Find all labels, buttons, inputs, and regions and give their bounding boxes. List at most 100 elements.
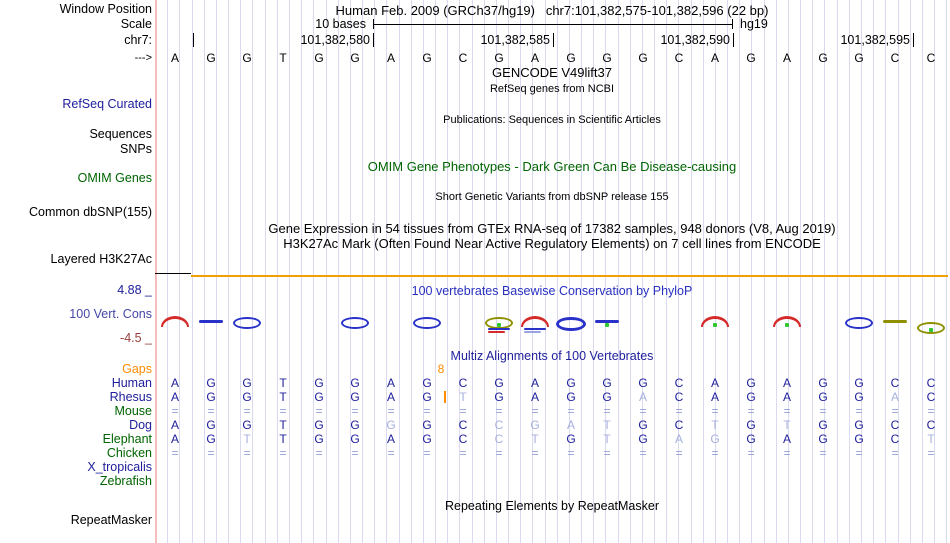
alignment-base: = (351, 404, 359, 418)
alignment-base: = (819, 446, 827, 460)
base-letter: G (242, 51, 252, 65)
grid-line (775, 0, 777, 543)
alignment-base: = (567, 404, 575, 418)
ruler-coordinate: 101,382,585 (480, 33, 550, 47)
alignment-base: G (422, 390, 432, 404)
track-label-sequences[interactable]: Sequences (89, 127, 152, 141)
position-title: Human Feb. 2009 (GRCh37/hg19) chr7:101,3… (335, 3, 769, 18)
grid-line (568, 0, 570, 543)
alignment-base: A (674, 432, 684, 446)
alignment-base: = (171, 446, 179, 460)
base-letter: T (279, 51, 287, 65)
alignment-base: G (206, 418, 216, 432)
alignment-base: G (746, 376, 756, 390)
grid-line (848, 0, 850, 543)
alignment-base: G (206, 390, 216, 404)
alignment-base: G (242, 418, 252, 432)
track-label-100-vert-cons[interactable]: 100 Vert. Cons (69, 307, 152, 321)
track-label-omim-genes[interactable]: OMIM Genes (77, 171, 152, 185)
alignment-base: A (890, 390, 900, 404)
species-label-zebrafish[interactable]: Zebrafish (99, 474, 152, 488)
alignment-base: = (783, 446, 791, 460)
track-title-dbsnp[interactable]: Short Genetic Variants from dbSNP releas… (435, 191, 669, 203)
track-title-gtex[interactable]: Gene Expression in 54 tissues from GTEx … (268, 221, 836, 236)
conservation-dot (713, 323, 717, 327)
species-label-rhesus[interactable]: Rhesus (109, 390, 152, 404)
ruler-coordinate: 101,382,590 (660, 33, 730, 47)
alignment-base: T (279, 432, 287, 446)
grid-line (520, 0, 522, 543)
base-letter: A (386, 51, 396, 65)
grid-line (337, 0, 339, 543)
alignment-base: G (314, 418, 324, 432)
track-title-gencode[interactable]: GENCODE V49lift37 (492, 65, 612, 80)
alignment-base: G (854, 376, 864, 390)
grid-line (325, 0, 327, 543)
ruler-coordinate: 101,382,580 (300, 33, 370, 47)
track-label-repeatmasker[interactable]: RepeatMasker (70, 513, 152, 527)
alignment-base: = (351, 446, 359, 460)
track-label-common-dbsnp[interactable]: Common dbSNP(155) (29, 205, 152, 219)
alignment-base: G (854, 432, 864, 446)
alignment-base: = (891, 446, 899, 460)
grid-line (508, 0, 510, 543)
grid-line (203, 0, 205, 543)
conservation-glyph (233, 317, 261, 329)
alignment-base: = (819, 404, 827, 418)
ruler-coordinate: 101,382,595 (840, 33, 910, 47)
alignment-base: = (675, 446, 683, 460)
alignment-base: G (206, 376, 216, 390)
grid-line (690, 0, 692, 543)
base-letter: G (818, 51, 828, 65)
alignment-base: = (207, 404, 215, 418)
alignment-base: C (926, 418, 936, 432)
track-label-layered-h3k27ac[interactable]: Layered H3K27Ac (50, 252, 152, 266)
grid-line (532, 0, 534, 543)
alignment-base: A (710, 376, 720, 390)
track-label-gaps[interactable]: Gaps (122, 362, 152, 376)
species-label-x_tropicalis[interactable]: X_tropicalis (87, 460, 152, 474)
track-title-repeatmasker[interactable]: Repeating Elements by RepeatMasker (444, 499, 659, 513)
window-position-label: Window Position (59, 2, 152, 16)
track-title-multiz[interactable]: Multiz Alignments of 100 Vertebrates (450, 349, 654, 363)
alignment-base: = (855, 446, 863, 460)
alignment-base: A (638, 390, 648, 404)
alignment-base: = (279, 404, 287, 418)
scale-bar-left-cap (373, 19, 374, 29)
alignment-base: A (530, 390, 540, 404)
species-label-elephant[interactable]: Elephant (102, 432, 152, 446)
left-guide-line (155, 0, 157, 543)
alignment-base: G (350, 432, 360, 446)
alignment-base: A (170, 432, 180, 446)
species-label-chicken[interactable]: Chicken (106, 446, 152, 460)
track-title-h3k27ac[interactable]: H3K27Ac Mark (Often Found Near Active Re… (283, 236, 821, 251)
track-subtitle-refseq[interactable]: RefSeq genes from NCBI (489, 83, 615, 95)
grid-line (556, 0, 558, 543)
grid-line (605, 0, 607, 543)
grid-line (702, 0, 704, 543)
h3k27ac-baseline-black (155, 273, 191, 274)
alignment-base: G (602, 376, 612, 390)
base-letter: G (602, 51, 612, 65)
alignment-base: = (567, 446, 575, 460)
track-title-publications[interactable]: Publications: Sequences in Scientific Ar… (443, 114, 661, 126)
track-title-conservation[interactable]: 100 vertebrates Basewise Conservation by… (411, 284, 693, 298)
alignment-base: T (603, 432, 611, 446)
conservation-dot (605, 323, 609, 327)
alignment-base: G (566, 390, 576, 404)
track-title-omim[interactable]: OMIM Gene Phenotypes - Dark Green Can Be… (367, 159, 737, 174)
alignment-base: C (674, 418, 684, 432)
conservation-glyph (161, 316, 189, 327)
species-label-mouse[interactable]: Mouse (114, 404, 152, 418)
track-label-refseq-curated[interactable]: RefSeq Curated (62, 97, 152, 111)
conservation-dot (497, 323, 501, 327)
alignment-base: C (890, 432, 900, 446)
grid-line (264, 0, 266, 543)
alignment-base: C (458, 418, 468, 432)
species-label-dog[interactable]: Dog (129, 418, 152, 432)
base-letter: A (782, 51, 792, 65)
species-label-human[interactable]: Human (111, 376, 152, 390)
track-label-snps[interactable]: SNPs (120, 142, 152, 156)
grid-line (447, 0, 449, 543)
